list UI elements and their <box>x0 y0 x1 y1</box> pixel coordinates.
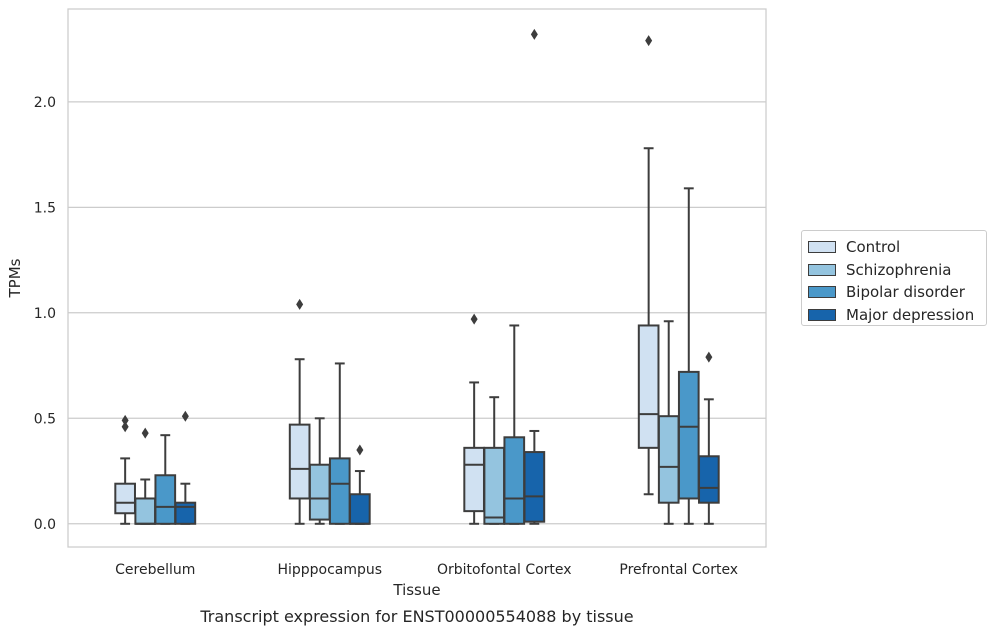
box-iqr <box>637 324 660 449</box>
y-tick-label: 2.0 <box>34 95 56 111</box>
x-tick-label: Orbitofontal Cortex <box>437 562 572 578</box>
plot-frame <box>67 8 767 548</box>
box-iqr <box>677 370 700 500</box>
outlier-point <box>356 444 364 456</box>
box-iqr <box>154 474 177 525</box>
box-1-2 <box>483 396 506 525</box>
outlier-point <box>705 351 713 363</box>
box-iqr <box>698 455 720 504</box>
y-tick-label: 0.0 <box>34 517 56 533</box>
box-iqr <box>114 482 136 515</box>
outlier-point <box>181 410 189 422</box>
outlier-point <box>470 313 478 325</box>
box-iqr <box>523 451 546 523</box>
legend-item: Schizophrenia <box>808 259 986 282</box>
legend-swatch <box>808 286 836 299</box>
box-1-1 <box>308 417 331 525</box>
y-tick-label: 0.5 <box>34 411 56 427</box>
box-0-3 <box>637 35 660 496</box>
box-iqr <box>288 423 311 500</box>
box-1-3 <box>657 320 680 525</box>
legend-label: Schizophrenia <box>846 260 952 279</box>
box-2-0 <box>154 434 177 525</box>
boxes <box>114 28 720 525</box>
box-3-2 <box>523 28 546 525</box>
box-iqr <box>134 497 157 525</box>
box-iqr <box>503 436 526 525</box>
chart-title: Transcript expression for ENST0000055408… <box>199 607 633 626</box>
y-tick-label: 1.0 <box>34 306 56 322</box>
legend-label: Bipolar disorder <box>846 283 965 302</box>
legend-label: Control <box>846 238 901 257</box>
legend-swatch <box>808 263 836 276</box>
box-2-3 <box>677 187 700 525</box>
x-axis-label: Tissue <box>392 581 440 599</box>
outlier-point <box>121 414 129 426</box>
box-0-0 <box>114 414 136 525</box>
x-tick-label: Cerebellum <box>115 562 195 578</box>
y-axis-label: TPMs <box>6 258 24 298</box>
legend: Control Schizophrenia Bipolar disorder Majo… <box>801 230 987 326</box>
box-iqr <box>328 457 351 525</box>
legend-swatch <box>808 308 836 321</box>
x-tick-label: Hipppocampus <box>277 562 382 578</box>
y-tick-label: 1.5 <box>34 200 56 216</box>
box-0-1 <box>288 298 311 525</box>
legend-label: Major depression <box>846 305 975 324</box>
outlier-point <box>121 421 129 433</box>
box-1-0 <box>134 427 157 525</box>
outlier-point <box>530 28 538 40</box>
box-2-2 <box>503 324 526 525</box>
outlier-point <box>296 298 304 310</box>
box-iqr <box>349 493 371 525</box>
legend-item: Control <box>808 236 986 259</box>
box-iqr <box>174 501 197 525</box>
legend-swatch <box>808 241 836 254</box>
outlier-point <box>141 427 149 439</box>
x-axis-ticks: Cerebellum Hipppocampus Orbitofontal Corte… <box>115 562 738 578</box>
x-tick-label: Prefrontal Cortex <box>619 562 738 578</box>
box-iqr <box>657 415 680 504</box>
box-3-1 <box>349 444 371 525</box>
box-0-2 <box>463 313 485 525</box>
box-iqr <box>483 446 506 525</box>
box-iqr <box>463 446 485 513</box>
y-axis-ticks: 0.0 0.5 1.0 1.5 2.0 <box>34 95 56 533</box>
outlier-point <box>645 35 653 47</box>
legend-item: Major depression <box>808 304 986 327</box>
legend-item: Bipolar disorder <box>808 281 986 304</box>
box-3-3 <box>698 351 720 525</box>
box-iqr <box>308 463 331 521</box>
box-2-1 <box>328 362 351 525</box>
box-3-0 <box>174 410 197 525</box>
